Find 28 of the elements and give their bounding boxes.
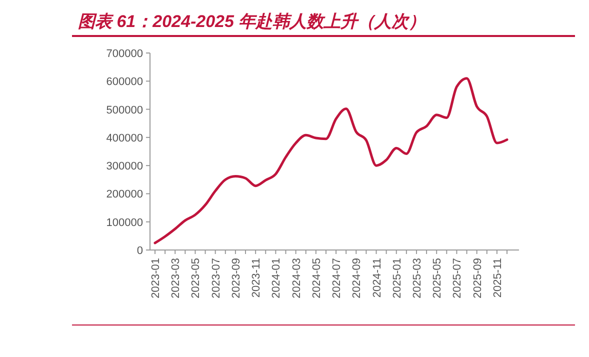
y-tick-label: 500000 (106, 104, 143, 116)
x-tick-label: 2025-09 (472, 258, 484, 298)
x-tick-label: 2025-01 (391, 258, 404, 298)
x-tick-label: 2025-03 (411, 258, 424, 298)
x-tick-label: 2023-09 (230, 258, 242, 298)
x-tick-label: 2025-05 (432, 258, 444, 298)
x-tick-label: 2024-07 (331, 258, 344, 298)
y-tick-label: 100000 (106, 216, 143, 229)
line-series (154, 77, 508, 244)
x-tick-label: 2023-01 (150, 258, 162, 298)
x-tick-label: 2024-05 (310, 258, 323, 298)
x-tick-label: 2023-05 (190, 258, 202, 298)
y-tick-label: 600000 (106, 76, 143, 88)
x-tick-label: 2024-01 (270, 258, 283, 298)
y-tick-label: 400000 (106, 132, 143, 144)
x-tick-label: 2025-07 (452, 258, 464, 298)
x-tick-label: 2023-11 (250, 258, 263, 298)
y-tick-label: 0 (136, 245, 143, 257)
x-tick-label: 2023-03 (170, 258, 182, 298)
x-tick-label: 2024-03 (290, 258, 303, 298)
y-tick-label: 200000 (106, 188, 143, 201)
x-tick-label: 2023-07 (210, 258, 222, 298)
y-tick-label: 700000 (106, 48, 143, 60)
chart-title: 图表 61：2024-2025 年赴韩人数上升（人次） (78, 12, 426, 31)
x-tick-label: 2024-11 (371, 258, 384, 298)
x-tick-label: 2024-09 (351, 258, 364, 298)
y-tick-label: 300000 (106, 160, 143, 173)
x-tick-label: 2025-11 (492, 258, 504, 298)
